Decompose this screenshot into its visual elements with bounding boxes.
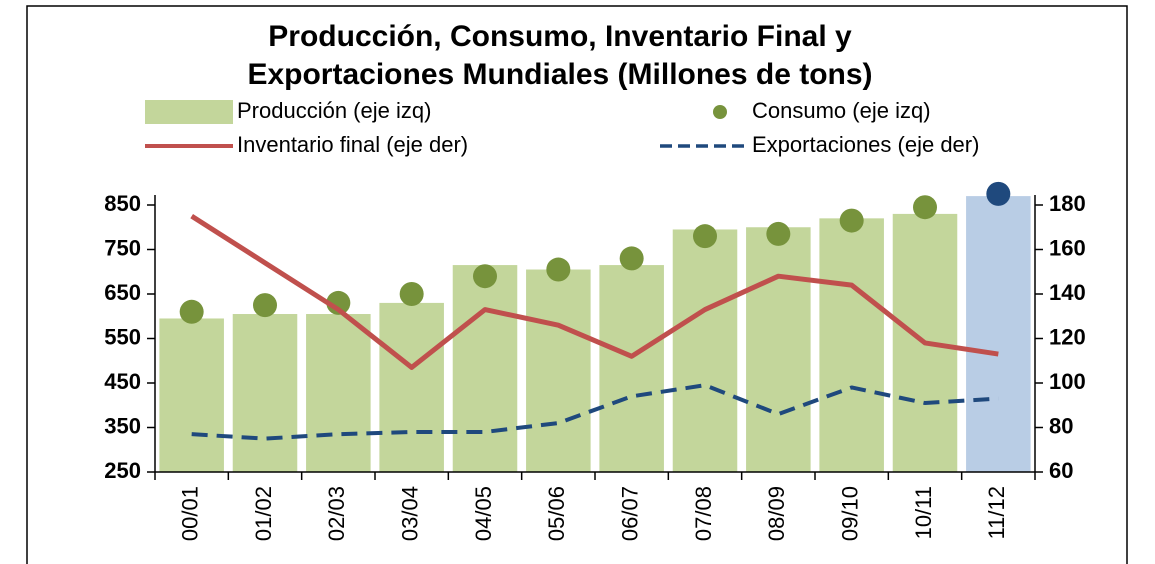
y2-tick-label: 60 (1049, 458, 1073, 483)
dot (839, 208, 864, 233)
y-tick-label: 450 (104, 369, 141, 394)
dot (326, 290, 351, 315)
bar (819, 218, 884, 472)
y2-tick-label: 80 (1049, 413, 1073, 438)
x-tick-label: 00/01 (177, 486, 202, 541)
dot (693, 224, 717, 249)
legend-swatch (145, 100, 233, 124)
bar (966, 196, 1031, 472)
x-tick-label: 07/08 (691, 486, 716, 541)
dot (253, 293, 277, 318)
bar (599, 265, 664, 472)
bar (306, 314, 371, 472)
legend-label: Inventario final (eje der) (237, 132, 468, 157)
bar (746, 227, 811, 472)
x-tick-label: 04/05 (471, 486, 496, 541)
x-tick-label: 05/06 (544, 486, 569, 541)
dot (766, 221, 791, 246)
dot (399, 282, 424, 306)
x-tick-label: 01/02 (251, 486, 276, 541)
x-tick-label: 03/04 (397, 486, 422, 541)
y-tick-label: 350 (104, 413, 141, 438)
dot (619, 246, 644, 271)
legend-label: Consumo (eje izq) (752, 98, 931, 123)
dot (473, 264, 497, 289)
x-tick-label: 10/11 (911, 486, 936, 539)
x-tick-label: 11/12 (984, 486, 1009, 539)
dot (179, 299, 204, 324)
dot (986, 181, 1011, 206)
x-tick-label: 02/03 (324, 486, 349, 541)
legend-label: Producción (eje izq) (237, 98, 431, 123)
bar (452, 265, 518, 472)
legend-label: Exportaciones (eje der) (752, 132, 979, 157)
bar (379, 302, 444, 472)
line (191, 383, 999, 441)
dot (546, 257, 571, 282)
frame (26, 5, 1128, 564)
y2-tick-label: 120 (1049, 324, 1086, 349)
y-tick-label: 650 (104, 280, 141, 305)
y2-tick-label: 180 (1049, 191, 1086, 216)
dot (913, 195, 937, 220)
chart-title: Exportaciones Mundiales (Millones de ton… (247, 58, 872, 91)
bar (526, 269, 591, 472)
bar (159, 318, 224, 472)
x-tick-label: 08/09 (764, 486, 789, 541)
y2-tick-label: 160 (1049, 235, 1086, 260)
x-tick-label: 09/10 (837, 486, 862, 541)
y-tick-label: 850 (104, 191, 141, 216)
chart-title: Producción, Consumo, Inventario Final y (268, 20, 852, 53)
bar (672, 229, 738, 472)
y-tick-label: 250 (104, 458, 141, 483)
x-tick-label: 06/07 (617, 486, 642, 541)
bar (232, 314, 298, 472)
y2-tick-label: 100 (1049, 369, 1086, 394)
y-tick-label: 750 (104, 235, 141, 260)
legend-swatch (713, 105, 727, 119)
y-tick-label: 550 (104, 324, 141, 349)
y2-tick-label: 140 (1049, 280, 1086, 305)
line (190, 214, 999, 370)
